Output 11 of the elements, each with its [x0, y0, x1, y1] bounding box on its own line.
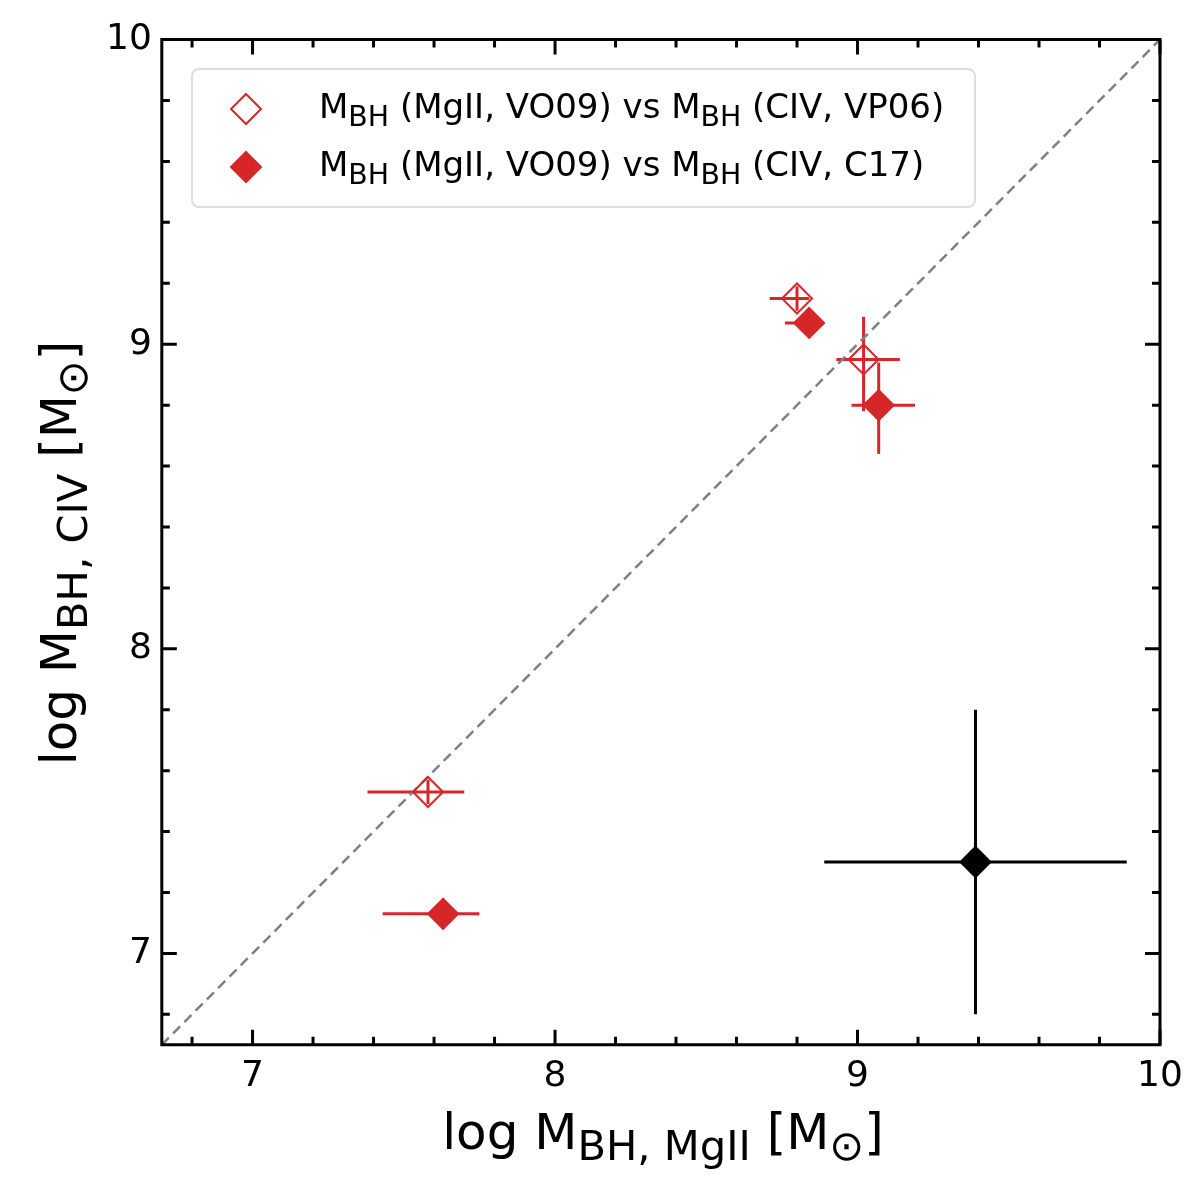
y-tick-label: 7	[128, 929, 152, 971]
y-tick-label: 9	[128, 320, 152, 362]
legend-label: M$_{BH}$ (MgII, VO09) vs M$_{BH}$ (CIV, C17)	[319, 143, 925, 191]
x-axis-title: log M$_{BH, MgII}$ [M$_{⊙}$]	[441, 1103, 885, 1170]
legend-label: M$_{BH}$ (MgII, VO09) vs M$_{BH}$ (CIV, VP06)	[319, 85, 945, 133]
y-tick-label: 10	[106, 15, 152, 57]
x-tick-label: 8	[543, 1052, 567, 1094]
x-tick-label: 10	[1137, 1052, 1183, 1094]
y-tick-label: 8	[128, 625, 152, 667]
x-tick-label: 9	[846, 1052, 869, 1094]
x-tick-label: 7	[241, 1052, 265, 1094]
